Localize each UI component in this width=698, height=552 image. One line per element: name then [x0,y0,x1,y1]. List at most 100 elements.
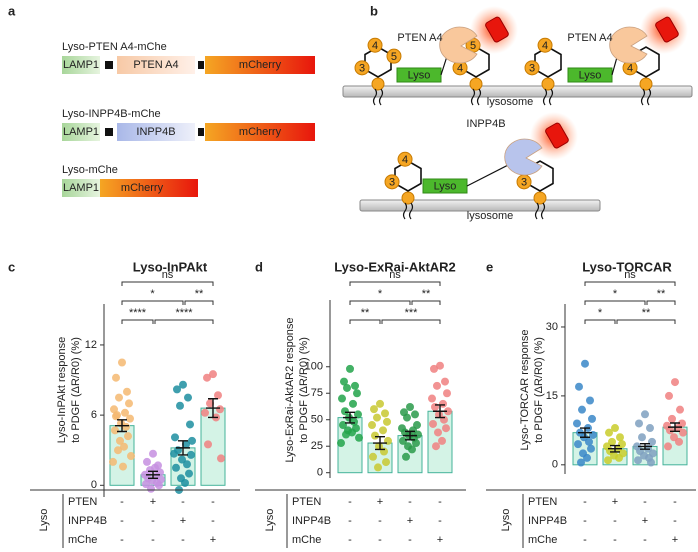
data-point [646,424,654,433]
condition-mark: - [408,496,412,508]
condition-mark: - [120,496,124,508]
data-point [666,426,674,435]
construct-part [205,123,315,141]
data-point [403,413,411,422]
condition-mark: - [348,496,352,508]
data-point [371,431,379,440]
data-point [142,480,150,489]
data-point [668,414,676,423]
data-point [151,463,159,472]
row-label: PTEN [68,496,97,508]
data-point [182,440,190,449]
condition-mark: + [180,515,186,527]
y-axis-label: to PDGF (ΔR/R0) (%) [533,337,545,443]
lipid-tail [470,88,476,106]
significance-label: ** [195,288,204,300]
data-point [616,433,624,442]
row-label: PTEN [528,496,557,508]
significance-bracket [616,319,676,324]
data-point [439,399,447,408]
data-point [430,364,438,373]
panel-label: d [255,259,263,274]
row-label: mChe [68,534,97,546]
significance-bracket [121,281,214,286]
condition-mark: - [378,515,382,527]
data-point [173,385,181,394]
y-axis-label: Lyso-TORCAR response [519,329,531,450]
significance-bracket [584,300,646,305]
data-point [348,428,356,437]
data-point [203,373,211,382]
significance-label: * [378,288,383,300]
condition-mark: - [211,496,215,508]
data-point [575,382,583,391]
data-point [143,457,151,466]
error-bar [403,430,417,441]
data-point [179,380,187,389]
significance-label: ns [389,269,401,281]
data-point [119,462,127,471]
data-point [373,413,381,422]
data-point [379,426,387,435]
data-point [351,381,359,390]
data-point [375,442,383,451]
data-point [149,449,157,458]
condition-mark: - [120,534,124,546]
head-group [401,191,415,205]
phosphate-label: 4 [402,154,408,166]
data-point [342,430,350,439]
chart-title: Lyso-ExRai-AktAR2 [334,259,456,274]
data-point [438,436,446,445]
phosphate [384,174,400,190]
data-point [183,460,191,469]
data-point [112,373,120,382]
construct-part [100,179,198,197]
error-bar [206,398,220,419]
y-axis-label: to PDGF (ΔR/R0) (%) [298,337,310,443]
data-point [353,389,361,398]
condition-mark: + [150,496,156,508]
data-point [346,364,354,373]
data-point [443,389,451,398]
error-bar [343,411,357,424]
data-point [112,412,120,421]
data-point [635,419,643,428]
condition-mark: - [181,534,185,546]
lipid-tail [372,88,378,106]
data-point [127,452,135,461]
data-point [206,399,214,408]
data-point [120,442,128,451]
significance-label: * [613,288,618,300]
phosphate [367,37,383,53]
data-point [170,449,178,458]
mcherry-tag [545,122,569,149]
significance-bracket [349,300,411,305]
head-group [541,77,555,91]
significance-label: ** [657,288,666,300]
phosphate [386,48,402,64]
chart-title: Lyso-InPAkt [133,259,208,274]
data-point [402,452,410,461]
significance-label: **** [129,307,147,319]
condition-mark: - [583,534,587,546]
construct-part [117,56,195,74]
condition-mark: - [348,515,352,527]
data-point [399,436,407,445]
data-point [109,457,117,466]
part-label: LAMP1 [63,59,99,71]
significance-label: *** [405,307,419,319]
phosphate-label: 5 [391,51,397,63]
row-label: INPP4B [292,515,331,527]
condition-mark: - [438,496,442,508]
data-point [605,428,613,437]
y-tick-label: 50 [311,414,323,426]
phosphate-label: 3 [389,177,395,189]
data-point [178,455,186,464]
membrane-label: lysosome [467,210,513,222]
enzyme-label: INPP4B [466,118,505,130]
lyso-tag-label: Lyso [579,69,602,81]
condition-mark: - [613,534,617,546]
condition-mark: - [673,496,677,508]
data-point [615,453,623,462]
data-point [435,410,443,419]
